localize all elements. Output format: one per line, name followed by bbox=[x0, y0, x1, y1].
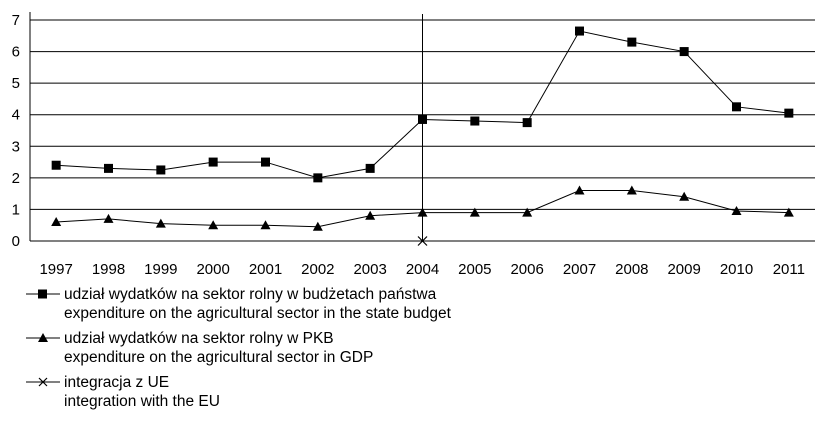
data-point-square bbox=[732, 102, 741, 112]
y-tick-label: 7 bbox=[12, 12, 20, 29]
data-point-square bbox=[418, 114, 427, 124]
data-point-triangle bbox=[626, 185, 637, 195]
data-point-square bbox=[522, 118, 532, 128]
legend-label-eu-pl: integracja z UE bbox=[64, 374, 170, 391]
data-point-square bbox=[365, 163, 375, 173]
x-tick-label: 1999 bbox=[144, 261, 177, 278]
eu-integration-x-marker bbox=[417, 236, 428, 246]
x-tick-label: 1998 bbox=[92, 261, 125, 278]
data-point-square bbox=[261, 157, 270, 167]
data-point-triangle bbox=[679, 191, 690, 201]
x-tick-label: 2001 bbox=[249, 261, 282, 278]
legend-label-budget-en: expenditure on the agricultural sector i… bbox=[64, 305, 451, 322]
x-tick-label: 2000 bbox=[196, 261, 229, 278]
data-point-triangle bbox=[312, 221, 323, 231]
data-point-triangle bbox=[51, 217, 62, 227]
x-tick-label: 2008 bbox=[615, 261, 648, 278]
x-tick-label: 2009 bbox=[667, 261, 700, 278]
data-point-triangle bbox=[469, 207, 480, 217]
data-point-square bbox=[51, 160, 61, 170]
data-point-square bbox=[679, 47, 689, 57]
data-point-triangle bbox=[731, 206, 742, 216]
data-point-triangle bbox=[260, 220, 271, 230]
x-marker-icon bbox=[26, 377, 60, 387]
x-tick-label: 2005 bbox=[458, 261, 491, 278]
x-tick-label: 2010 bbox=[720, 261, 753, 278]
series-triangle bbox=[51, 185, 794, 231]
data-point-triangle bbox=[103, 213, 114, 223]
legend-item-eu: integracja z UE integration with the EU bbox=[26, 373, 626, 413]
data-point-square bbox=[627, 37, 637, 47]
x-tick-label: 2002 bbox=[301, 261, 334, 278]
data-point-triangle bbox=[783, 207, 794, 217]
data-point-square bbox=[156, 165, 166, 175]
legend: udział wydatków na sektor rolny w budżet… bbox=[26, 285, 626, 413]
x-tick-label: 2007 bbox=[563, 261, 596, 278]
y-tick-label: 3 bbox=[12, 138, 20, 155]
legend-item-budget: udział wydatków na sektor rolny w budżet… bbox=[26, 285, 626, 329]
x-tick-label: 2004 bbox=[406, 261, 439, 278]
y-tick-label: 0 bbox=[12, 233, 20, 250]
triangle-marker-icon bbox=[26, 333, 60, 342]
series-square bbox=[51, 26, 794, 183]
y-axis-ticks: 0 1 2 3 4 5 6 7 bbox=[12, 12, 20, 250]
square-marker-icon bbox=[26, 289, 60, 299]
data-point-square bbox=[575, 26, 584, 36]
data-point-triangle bbox=[365, 210, 376, 220]
x-axis-ticks: 1997 1998 1999 2000 2001 2002 2003 2004 2005 2006… bbox=[39, 261, 804, 278]
y-tick-label: 1 bbox=[12, 201, 20, 218]
x-tick-label: 2011 bbox=[773, 261, 805, 278]
y-tick-label: 4 bbox=[12, 107, 20, 124]
line-chart: 0 1 2 3 4 5 6 7 1997 1998 1999 2000 2001 2002 2003 200… bbox=[12, 12, 815, 278]
data-point-triangle bbox=[522, 207, 533, 217]
data-point-square bbox=[104, 163, 113, 173]
legend-label-eu-en: integration with the EU bbox=[64, 393, 220, 410]
legend-label-gdp-en: expenditure on the agricultural sector i… bbox=[64, 349, 374, 366]
legend-label-gdp-pl: udział wydatków na sektor rolny w PKB bbox=[64, 330, 334, 347]
series-group bbox=[51, 26, 794, 231]
y-tick-label: 2 bbox=[12, 170, 20, 187]
data-point-triangle bbox=[574, 185, 585, 195]
legend-item-gdp: udział wydatków na sektor rolny w PKB ex… bbox=[26, 329, 626, 373]
data-point-square bbox=[208, 157, 218, 167]
legend-label-budget-pl: udział wydatków na sektor rolny w budżet… bbox=[64, 286, 437, 303]
data-point-triangle bbox=[155, 218, 166, 228]
data-point-square bbox=[470, 116, 480, 126]
eu-integration-line bbox=[417, 14, 428, 246]
data-point-triangle bbox=[417, 207, 428, 217]
data-point-square bbox=[784, 108, 794, 118]
data-point-triangle bbox=[208, 220, 219, 230]
y-tick-label: 5 bbox=[12, 75, 20, 92]
data-point-square bbox=[313, 173, 323, 183]
x-tick-label: 1997 bbox=[39, 261, 72, 278]
x-tick-label: 2006 bbox=[510, 261, 543, 278]
y-tick-label: 6 bbox=[12, 44, 20, 61]
x-tick-label: 2003 bbox=[353, 261, 386, 278]
